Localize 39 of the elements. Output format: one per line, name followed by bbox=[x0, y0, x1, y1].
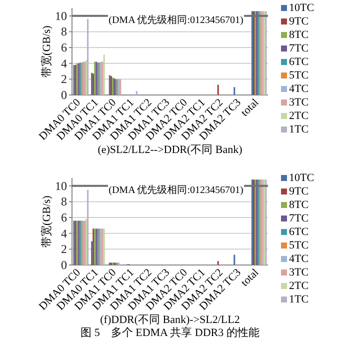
annotation: (DMA 优先级相同:0123456701) bbox=[108, 184, 244, 196]
y-tick-label: 0 bbox=[61, 258, 67, 272]
legend-label: 6TC bbox=[289, 56, 309, 68]
legend-label: 8TC bbox=[289, 199, 309, 211]
y-tick-label: 6 bbox=[61, 210, 67, 225]
caption: 图 5 多个 EDMA 共享 DDR3 的性能 bbox=[80, 326, 260, 339]
legend-label: 10TC bbox=[289, 2, 314, 14]
y-tick-label: 8 bbox=[61, 24, 67, 39]
legend-label: 2TC bbox=[289, 280, 309, 292]
text: (e)SL2/LL2-->DDR(不同 Bank) bbox=[98, 144, 243, 156]
legend-label: 9TC bbox=[289, 186, 309, 198]
legend-label: 6TC bbox=[289, 226, 309, 238]
y-tick-label: 2 bbox=[61, 242, 67, 256]
text: (f)DDR(不同 Bank)->SL2/LL2 bbox=[100, 314, 240, 326]
legend-label: 2TC bbox=[289, 110, 309, 122]
y-tick-label: 4 bbox=[61, 226, 67, 240]
legend-label: 4TC bbox=[289, 83, 309, 95]
y-tick-label: 10 bbox=[55, 178, 67, 193]
legend-label: 7TC bbox=[289, 42, 309, 54]
legend-label: 3TC bbox=[289, 96, 309, 108]
y-tick-label: 8 bbox=[61, 194, 67, 209]
legend-label: 10TC bbox=[289, 172, 314, 184]
y-axis-title: 带宽(GB/s) bbox=[40, 25, 53, 78]
legend-label: 7TC bbox=[289, 212, 309, 224]
legend-label: 3TC bbox=[289, 266, 309, 278]
y-axis-title: 带宽(GB/s) bbox=[40, 195, 53, 248]
annotation: (DMA 优先级相同:0123456701) bbox=[108, 14, 244, 26]
y-tick-label: 10 bbox=[55, 8, 67, 23]
legend-label: 1TC bbox=[289, 124, 309, 136]
y-tick-label: 6 bbox=[61, 40, 67, 55]
y-tick-label: 0 bbox=[61, 88, 67, 102]
legend-label: 1TC bbox=[289, 294, 309, 306]
y-tick-label: 2 bbox=[61, 72, 67, 86]
legend-label: 5TC bbox=[289, 70, 309, 82]
legend-label: 8TC bbox=[289, 29, 309, 41]
legend-label: 9TC bbox=[289, 16, 309, 28]
legend-label: 4TC bbox=[289, 253, 309, 265]
legend-label: 5TC bbox=[289, 240, 309, 252]
y-tick-label: 4 bbox=[61, 56, 67, 70]
